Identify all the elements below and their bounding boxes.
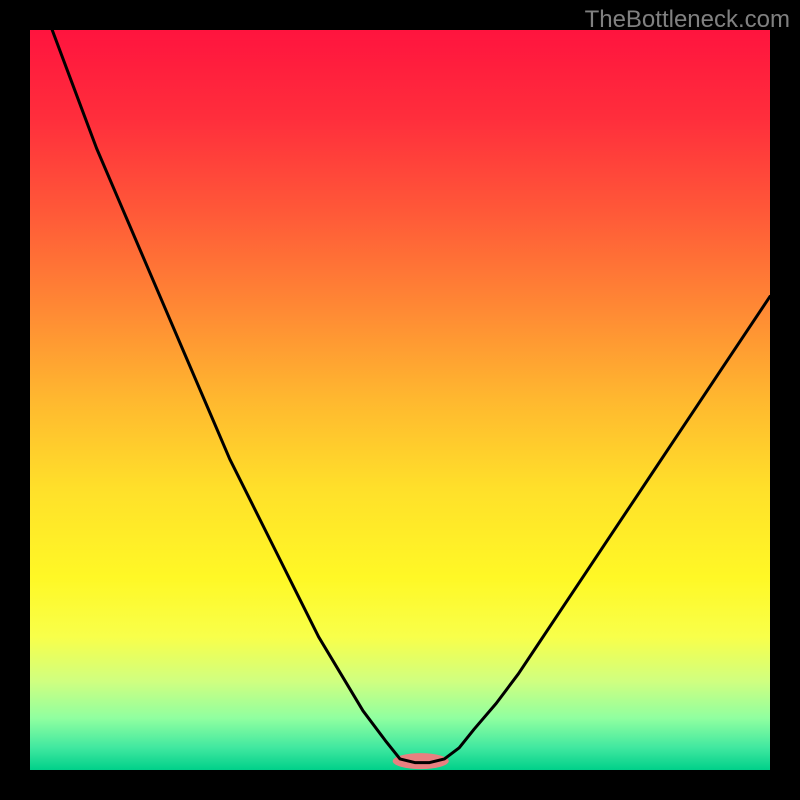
plot-area (30, 30, 770, 770)
gradient-background (30, 30, 770, 770)
watermark-text: TheBottleneck.com (585, 6, 790, 34)
chart-container: TheBottleneck.com (0, 0, 800, 800)
chart-svg (30, 30, 770, 770)
